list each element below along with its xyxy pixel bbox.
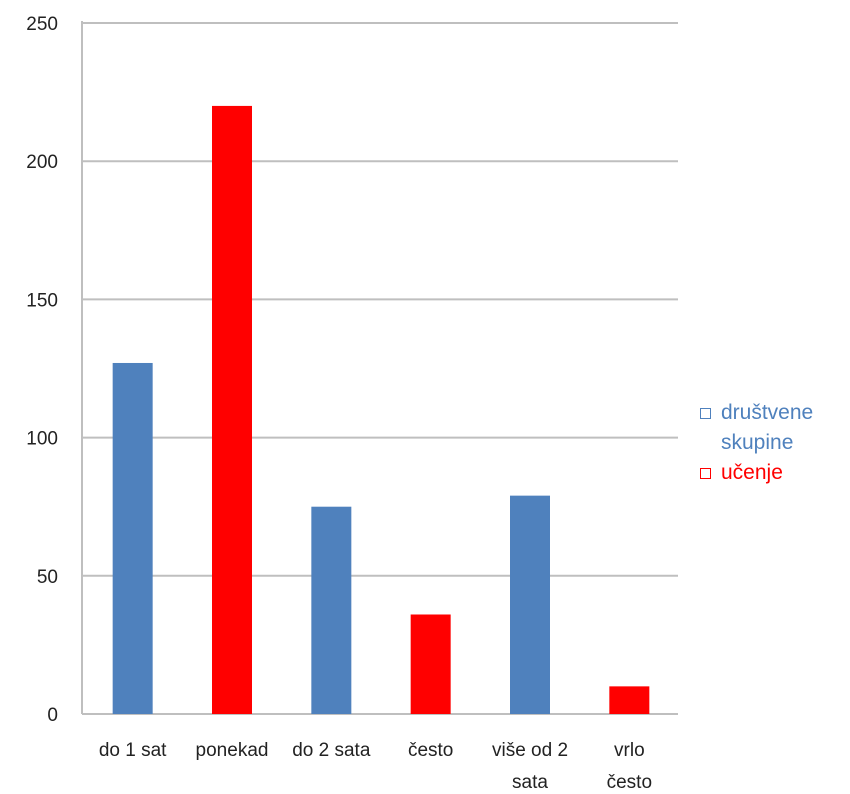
- y-axis: 0 50 100 150 200 250: [26, 14, 678, 726]
- bar: [112, 362, 153, 714]
- legend-item-ucenje: učenje: [700, 458, 850, 488]
- x-axis: do 1 sat ponekad do 2 sata često više od 2 sa…: [99, 740, 652, 793]
- bar: [212, 105, 252, 715]
- y-tick-label: 150: [26, 290, 58, 311]
- x-tick-label: do 2 sata: [292, 740, 371, 761]
- bar: [410, 614, 451, 714]
- bars: [112, 105, 650, 715]
- x-tick-label: do 1 sat: [99, 740, 167, 761]
- legend-swatch-blue: [700, 408, 711, 419]
- legend-label: učenje: [721, 461, 783, 484]
- y-tick-label: 0: [47, 705, 58, 726]
- y-tick-label: 250: [26, 14, 58, 35]
- bar: [510, 495, 550, 714]
- legend-label: društvene skupine: [721, 401, 814, 454]
- x-tick-label: često: [408, 740, 453, 761]
- bar: [609, 686, 650, 714]
- x-tick-label: više od 2 sata: [492, 740, 568, 793]
- legend: društvene skupine učenje: [700, 398, 850, 488]
- legend-item-drustvene-skupine: društvene skupine: [700, 398, 850, 458]
- bar: [311, 506, 352, 714]
- y-tick-label: 50: [37, 567, 58, 588]
- x-tick-label: vrlo često: [607, 740, 652, 793]
- y-tick-label: 100: [26, 429, 58, 450]
- y-tick-label: 200: [26, 152, 58, 173]
- gridlines: [82, 22, 678, 577]
- legend-swatch-red: [700, 468, 711, 479]
- x-tick-label: ponekad: [196, 740, 269, 761]
